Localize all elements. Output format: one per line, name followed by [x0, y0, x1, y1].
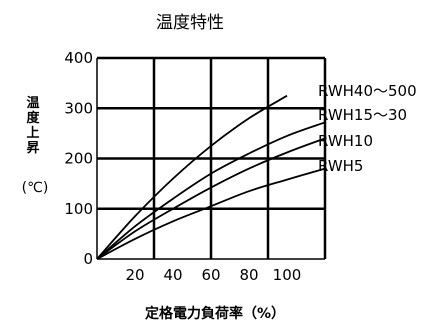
chart-title: 温度特性 — [156, 13, 224, 33]
series-line-1 — [96, 121, 326, 260]
x-tick-label: 100 — [273, 266, 302, 284]
series-lines — [96, 94, 326, 260]
x-tick-label: 60 — [201, 266, 220, 284]
series-label-3: RWH5 — [318, 157, 363, 175]
x-axis-label: 定格電力負荷率（%） — [145, 305, 285, 322]
y-tick-label: 400 — [64, 49, 93, 67]
y-tick-label: 200 — [64, 150, 93, 168]
series-label-2: RWH10 — [318, 132, 373, 150]
x-tick-label: 80 — [239, 266, 258, 284]
series-line-2 — [96, 137, 326, 260]
tick-labels: 0 100 200 300 400 20 40 60 80 100 — [64, 49, 301, 284]
y-axis-label-char: 上 — [26, 126, 39, 141]
y-tick-label: 300 — [64, 99, 93, 117]
y-axis-label-char: 温 — [26, 96, 39, 111]
x-tick-label: 40 — [163, 266, 182, 284]
series-labels: RWH40～500 RWH15～30 RWH10 RWH5 — [318, 82, 417, 175]
y-axis-unit: (℃) — [22, 180, 49, 196]
series-label-0: RWH40～500 — [318, 82, 417, 100]
series-line-0 — [96, 94, 288, 260]
series-line-3 — [96, 167, 326, 260]
y-axis-label-char: 度 — [26, 110, 40, 126]
x-tick-label: 20 — [125, 266, 144, 284]
y-tick-label: 0 — [83, 250, 93, 268]
series-label-1: RWH15～30 — [318, 106, 407, 124]
grid — [96, 56, 327, 260]
y-tick-label: 100 — [64, 200, 93, 218]
y-axis-label-char: 昇 — [26, 141, 39, 156]
